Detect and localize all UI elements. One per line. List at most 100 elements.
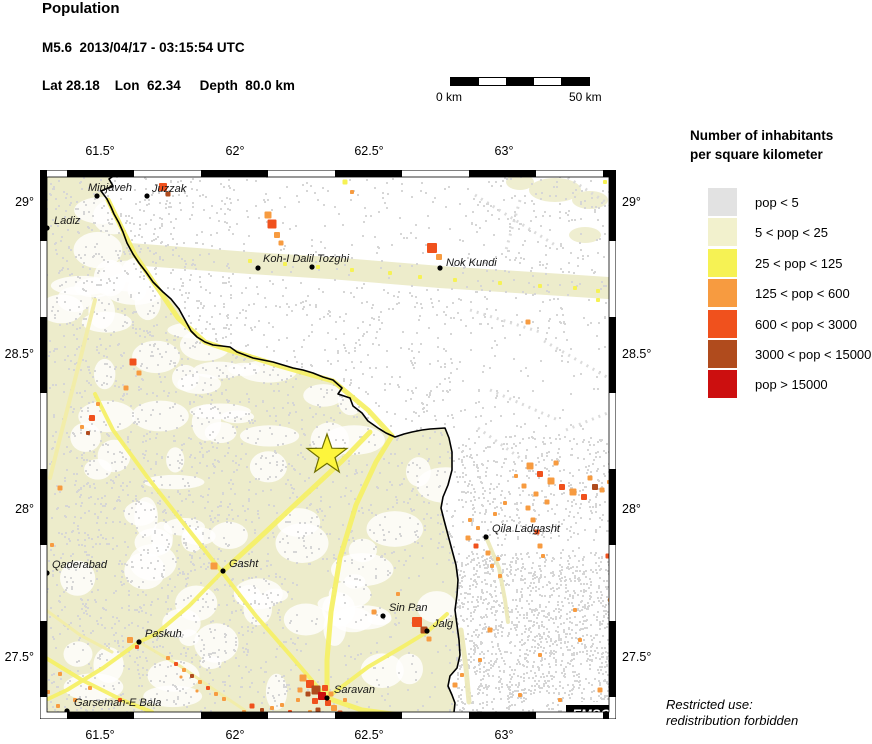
lat-label-left: 28° [15, 502, 34, 516]
population-hotspot [260, 708, 264, 712]
legend-swatch [708, 309, 737, 338]
population-hotspot [264, 211, 272, 219]
legend-label: 125 < pop < 600 [755, 286, 850, 302]
legend-row: 600 < pop < 3000 [690, 309, 872, 338]
country-border-line [100, 172, 461, 719]
population-hotspot [573, 286, 577, 290]
city-label: Paskuh [145, 628, 182, 640]
event-location-line: Lat 28.18 Lon 62.34 Depth 80.0 km [42, 78, 295, 93]
road-line [44, 608, 114, 654]
road-line [137, 640, 248, 713]
scale-start-label: 0 km [436, 90, 463, 104]
settlement-trail [474, 193, 556, 247]
lon-label-bottom: 61.5° [85, 728, 115, 742]
city-dot [483, 534, 489, 540]
population-hotspot [248, 259, 252, 263]
population-hotspot [174, 662, 178, 666]
population-corridor [93, 241, 616, 299]
population-hotspot [118, 698, 122, 702]
city-dot [136, 639, 142, 645]
population-hotspot [553, 460, 559, 466]
population-hotspot [166, 656, 170, 660]
population-hotspot [547, 477, 555, 485]
legend-title: Number of inhabitants per square kilomet… [690, 126, 872, 164]
population-hotspot [503, 501, 507, 505]
legend-label: 25 < pop < 125 [755, 255, 843, 271]
population-hotspot [490, 564, 494, 568]
road-line [458, 627, 472, 705]
population-hotspots [46, 179, 615, 716]
population-hotspot [388, 271, 392, 275]
city-label: Qaderabad [52, 559, 108, 571]
map-frame [40, 170, 616, 719]
lon-label-top: 62.5° [354, 144, 384, 158]
lon-label-bottom: 62° [225, 728, 245, 742]
population-hotspot [468, 518, 472, 522]
event-magnitude-line: M5.6 2013/04/17 - 03:15:54 UTC [42, 40, 245, 55]
road-line [324, 433, 395, 701]
lat-label-right: 27.5° [622, 650, 652, 664]
population-hotspot [460, 673, 464, 677]
city-dot [424, 628, 430, 634]
settlement-trail [565, 410, 611, 432]
population-hotspot [165, 191, 171, 197]
scale-bar-segment [533, 78, 562, 85]
population-hotspot [453, 278, 457, 282]
city-label: Gasht [229, 558, 259, 570]
road-line [44, 656, 154, 714]
legend-label: pop > 15000 [755, 377, 828, 393]
legend-row: 5 < pop < 25 [690, 218, 872, 247]
settlement-trail [469, 308, 541, 334]
city-label: Garseman-E Bala [74, 697, 161, 709]
city-dot [94, 193, 100, 199]
road-line [219, 429, 373, 575]
population-hotspot [123, 385, 129, 391]
lat-label-left: 29° [15, 195, 34, 209]
population-map: Minjaveh Juzzak Ladiz Koh-I Dalil Tozghi Nok … [40, 170, 616, 719]
legend-swatch [708, 370, 737, 399]
population-hotspot [311, 685, 321, 695]
map-area: Minjaveh Juzzak Ladiz Koh-I Dalil Tozghi Nok … [40, 170, 616, 719]
population-patch [569, 227, 601, 243]
population-hotspot [538, 284, 542, 288]
restricted-line1: Restricted use: [666, 697, 753, 712]
scale-bar-segment [478, 78, 507, 85]
population-hotspot [73, 698, 77, 702]
population-hotspot [518, 693, 522, 697]
lat-label-left: 28.5° [4, 347, 34, 361]
lon-label-bottom: 63° [494, 728, 514, 742]
population-hotspot [493, 512, 497, 516]
population-hotspot [58, 672, 62, 676]
lon-label-bottom: 62.5° [354, 728, 384, 742]
population-hotspot [331, 705, 337, 711]
lon-label-top: 61.5° [85, 144, 115, 158]
population-hotspot [159, 183, 167, 191]
population-hotspot [206, 686, 210, 690]
population-hotspot [597, 687, 603, 693]
population-patch [506, 174, 534, 190]
lat-label-right: 28° [622, 502, 641, 516]
population-hotspot [222, 697, 226, 701]
population-hotspot [328, 691, 334, 697]
population-hotspot [179, 675, 183, 679]
scale-bar-segment [561, 78, 589, 85]
population-hotspot [182, 668, 186, 672]
population-hotspot [478, 658, 482, 662]
scale-bar-segment [451, 78, 479, 85]
legend-row: pop > 15000 [690, 370, 872, 399]
population-hotspot [135, 645, 139, 649]
lat-label-right: 29° [622, 195, 641, 209]
population-hotspot [88, 686, 92, 690]
legend-row: 25 < pop < 125 [690, 248, 872, 277]
population-hotspot [136, 370, 142, 376]
population-hotspot [56, 704, 60, 708]
legend-label: pop < 5 [755, 195, 799, 210]
city-dot [437, 265, 443, 271]
legend-swatch [708, 218, 737, 247]
population-hotspot [498, 281, 502, 285]
population-hotspot [195, 689, 199, 693]
population-hotspot [96, 402, 100, 406]
population-hotspot [396, 592, 400, 596]
legend-title-line1: Number of inhabitants [690, 128, 834, 143]
legend-swatch [708, 340, 737, 368]
